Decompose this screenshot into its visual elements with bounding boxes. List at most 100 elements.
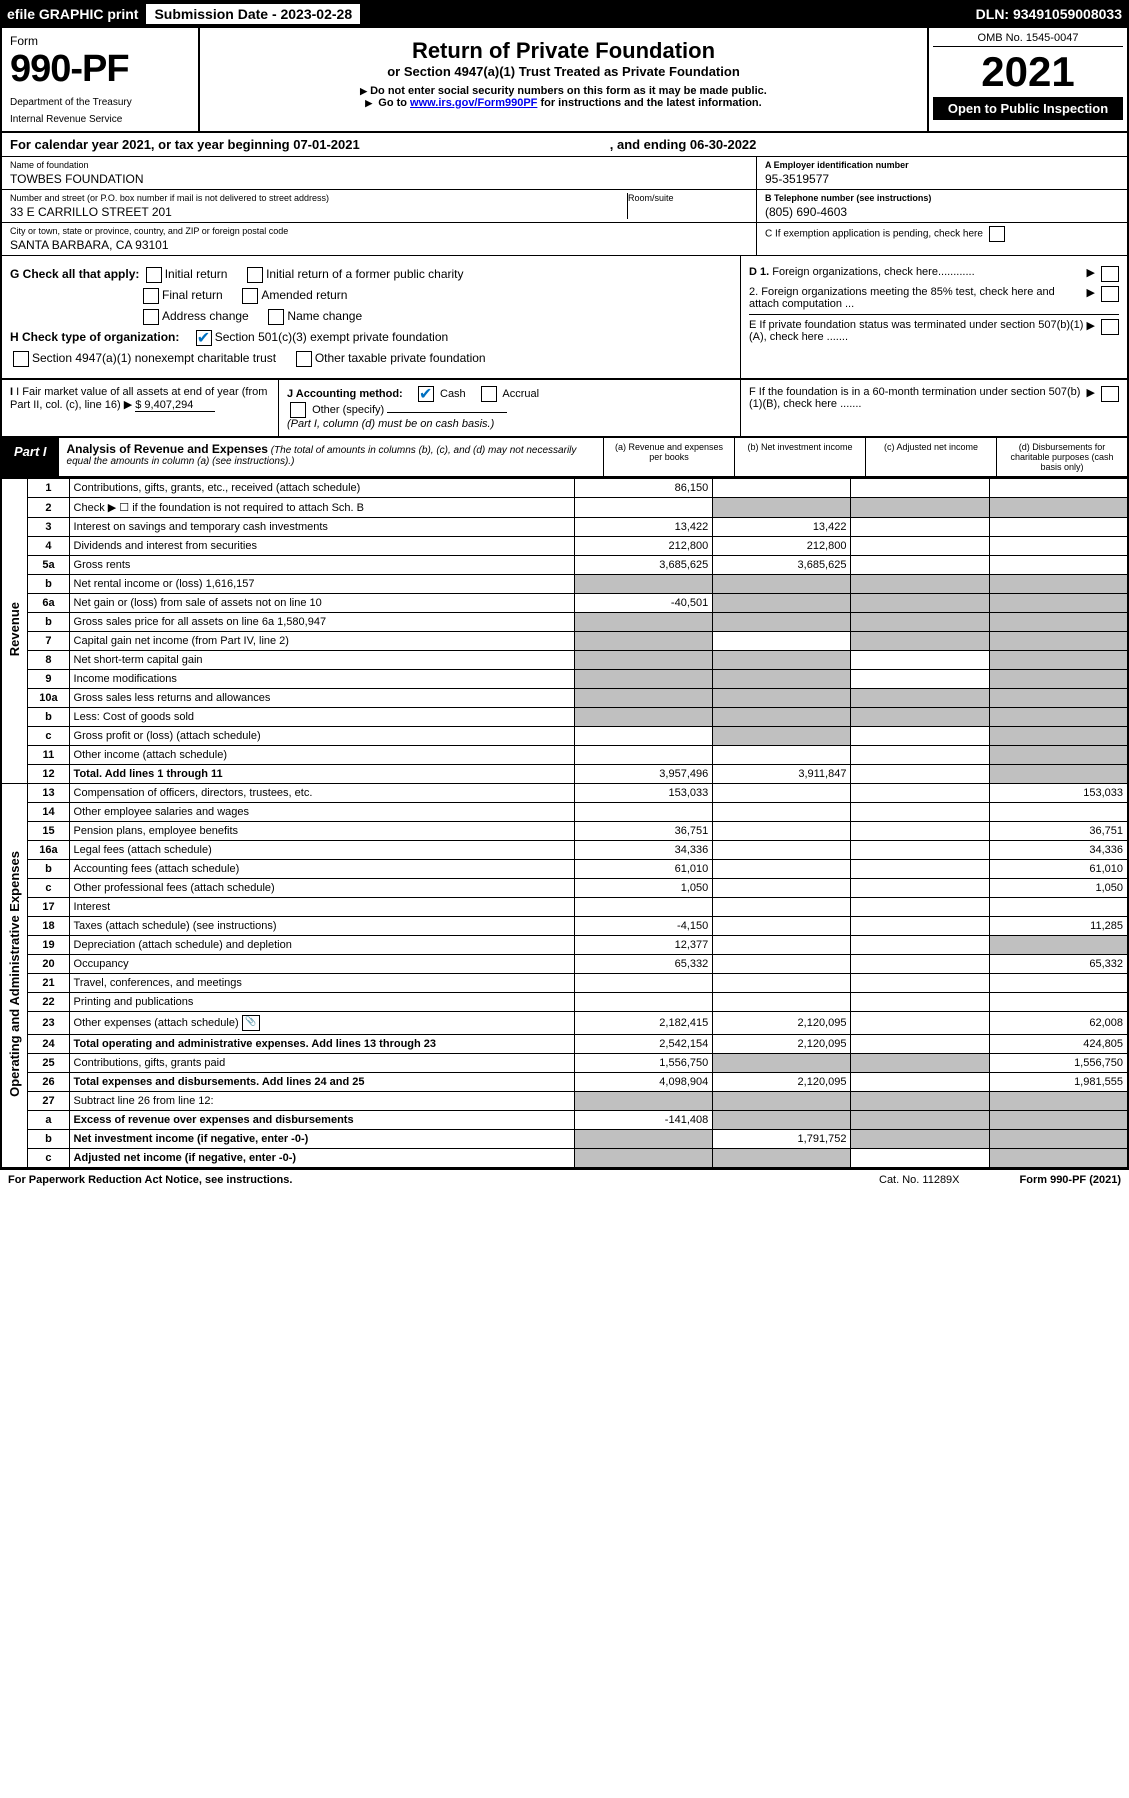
- j-label: J Accounting method:: [287, 388, 403, 400]
- calendar-row: For calendar year 2021, or tax year begi…: [0, 133, 1129, 157]
- amount-cell: [713, 651, 851, 670]
- amount-cell: [575, 670, 713, 689]
- amount-cell: [989, 1092, 1128, 1111]
- g-amended-check[interactable]: [242, 288, 258, 304]
- amount-cell: [989, 594, 1128, 613]
- amount-cell: [575, 974, 713, 993]
- row-number: c: [28, 1149, 69, 1169]
- amount-cell: [713, 727, 851, 746]
- info-block: Name of foundation TOWBES FOUNDATION Num…: [0, 157, 1129, 256]
- table-row: 26Total expenses and disbursements. Add …: [1, 1073, 1128, 1092]
- cat-number: Cat. No. 11289X: [879, 1174, 960, 1186]
- amount-cell: [989, 689, 1128, 708]
- row-number: 4: [28, 537, 69, 556]
- row-desc: Less: Cost of goods sold: [69, 708, 574, 727]
- row-desc: Contributions, gifts, grants, etc., rece…: [69, 479, 574, 498]
- g-addr-check[interactable]: [143, 309, 159, 325]
- e-text: E If private foundation status was termi…: [749, 319, 1087, 343]
- amount-cell: [851, 708, 989, 727]
- paperwork-notice: For Paperwork Reduction Act Notice, see …: [8, 1174, 292, 1186]
- amount-cell: [575, 746, 713, 765]
- row-number: b: [28, 575, 69, 594]
- amount-cell: -40,501: [575, 594, 713, 613]
- row-desc: Other professional fees (attach schedule…: [69, 879, 574, 898]
- part1-header: Part I Analysis of Revenue and Expenses …: [0, 438, 1129, 478]
- name-value: TOWBES FOUNDATION: [10, 172, 748, 186]
- d1-checkbox[interactable]: [1101, 266, 1119, 282]
- f-checkbox[interactable]: [1101, 386, 1119, 402]
- amount-cell: [575, 498, 713, 518]
- amount-cell: [989, 651, 1128, 670]
- amount-cell: [989, 746, 1128, 765]
- amount-cell: 1,981,555: [989, 1073, 1128, 1092]
- j-other: Other (specify): [312, 404, 384, 416]
- g-initial-check[interactable]: [146, 267, 162, 283]
- amount-cell: [713, 879, 851, 898]
- row-number: 21: [28, 974, 69, 993]
- amount-cell: [713, 1111, 851, 1130]
- row-number: 2: [28, 498, 69, 518]
- phone-value: (805) 690-4603: [765, 205, 1119, 219]
- amount-cell: [851, 822, 989, 841]
- table-row: Revenue1Contributions, gifts, grants, et…: [1, 479, 1128, 498]
- g-addr: Address change: [162, 309, 249, 323]
- row-desc: Adjusted net income (if negative, enter …: [69, 1149, 574, 1169]
- row-number: 26: [28, 1073, 69, 1092]
- amount-cell: [851, 498, 989, 518]
- table-row: 12Total. Add lines 1 through 113,957,496…: [1, 765, 1128, 784]
- g-initial: Initial return: [165, 267, 228, 281]
- h-4947-check[interactable]: [13, 351, 29, 367]
- j-note: (Part I, column (d) must be on cash basi…: [287, 418, 494, 430]
- e-checkbox[interactable]: [1101, 319, 1119, 335]
- h-501c3-check[interactable]: [196, 330, 212, 346]
- amount-cell: [575, 727, 713, 746]
- cal-begin: For calendar year 2021, or tax year begi…: [10, 137, 360, 152]
- amount-cell: [851, 670, 989, 689]
- irs-label: Internal Revenue Service: [10, 114, 190, 125]
- form-link[interactable]: www.irs.gov/Form990PF: [410, 97, 537, 109]
- amount-cell: [851, 613, 989, 632]
- amount-cell: [713, 632, 851, 651]
- h-other-check[interactable]: [296, 351, 312, 367]
- amount-cell: [575, 575, 713, 594]
- amount-cell: [851, 575, 989, 594]
- amount-cell: [713, 498, 851, 518]
- g-name-check[interactable]: [268, 309, 284, 325]
- row-desc: Net investment income (if negative, ente…: [69, 1130, 574, 1149]
- j-other-check[interactable]: [290, 402, 306, 418]
- amount-cell: [989, 765, 1128, 784]
- attachment-icon[interactable]: 📎: [242, 1015, 260, 1031]
- amount-cell: 3,685,625: [575, 556, 713, 575]
- dept-treasury: Department of the Treasury: [10, 97, 190, 108]
- part1-label: Part I: [2, 438, 59, 476]
- j-accrual-check[interactable]: [481, 386, 497, 402]
- amount-cell: [575, 1130, 713, 1149]
- amount-cell: [713, 689, 851, 708]
- room-label: Room/suite: [628, 193, 748, 203]
- g-final-check[interactable]: [143, 288, 159, 304]
- exemption-checkbox[interactable]: [989, 226, 1005, 242]
- amount-cell: [713, 993, 851, 1012]
- col-a-header: (a) Revenue and expenses per books: [603, 438, 734, 476]
- row-number: b: [28, 1130, 69, 1149]
- row-desc: Check ▶ ☐ if the foundation is not requi…: [69, 498, 574, 518]
- amount-cell: [989, 1149, 1128, 1169]
- amount-cell: [851, 841, 989, 860]
- row-desc: Capital gain net income (from Part IV, l…: [69, 632, 574, 651]
- amount-cell: 2,120,095: [713, 1035, 851, 1054]
- amount-cell: 2,182,415: [575, 1012, 713, 1035]
- g-initial-former-check[interactable]: [247, 267, 263, 283]
- g-label: G Check all that apply:: [10, 267, 139, 281]
- amount-cell: 424,805: [989, 1035, 1128, 1054]
- amount-cell: [851, 594, 989, 613]
- table-row: 3Interest on savings and temporary cash …: [1, 518, 1128, 537]
- amount-cell: [713, 594, 851, 613]
- amount-cell: [713, 898, 851, 917]
- amount-cell: [989, 670, 1128, 689]
- ein-label: A Employer identification number: [765, 160, 1119, 170]
- amount-cell: [989, 936, 1128, 955]
- d2-checkbox[interactable]: [1101, 286, 1119, 302]
- ein-value: 95-3519577: [765, 172, 1119, 186]
- table-row: 10aGross sales less returns and allowanc…: [1, 689, 1128, 708]
- j-cash-check[interactable]: [418, 386, 434, 402]
